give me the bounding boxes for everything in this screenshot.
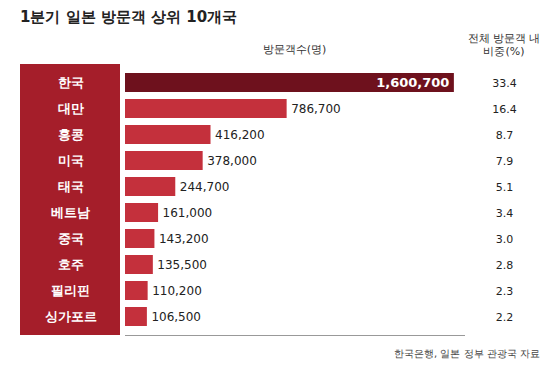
svg-text:베트남: 베트남 <box>51 205 90 220</box>
svg-text:1,600,700: 1,600,700 <box>376 75 449 90</box>
svg-text:135,500: 135,500 <box>157 258 207 272</box>
svg-text:244,700: 244,700 <box>180 180 230 194</box>
svg-text:2.3: 2.3 <box>496 285 514 298</box>
svg-text:8.7: 8.7 <box>496 129 514 142</box>
svg-text:161,000: 161,000 <box>163 206 213 220</box>
svg-text:호주: 호주 <box>58 257 84 272</box>
svg-text:33.4: 33.4 <box>492 77 517 90</box>
html-text:1분기 일본 방문객 상위 10개국: 1분기 일본 방문객 상위 10개국 <box>20 8 238 26</box>
svg-text:3.4: 3.4 <box>496 207 514 220</box>
svg-text:홍콩: 홍콩 <box>58 127 84 142</box>
svg-text:7.9: 7.9 <box>496 155 514 168</box>
svg-text:110,200: 110,200 <box>152 284 202 298</box>
svg-text:한국: 한국 <box>58 75 84 90</box>
svg-text:16.4: 16.4 <box>492 103 517 116</box>
svg-text:416,200: 416,200 <box>215 128 265 142</box>
svg-text:5.1: 5.1 <box>496 181 514 194</box>
html-text:전체 방문객 내 비중(%): 전체 방문객 내 비중(%) <box>467 32 541 58</box>
svg-text:태국: 태국 <box>58 179 84 194</box>
svg-text:중국: 중국 <box>58 231 84 246</box>
svg-text:378,000: 378,000 <box>207 154 257 168</box>
svg-text:106,500: 106,500 <box>151 310 201 324</box>
svg-text:143,200: 143,200 <box>159 232 209 246</box>
svg-text:2.2: 2.2 <box>496 311 514 324</box>
svg-text:2.8: 2.8 <box>496 259 514 272</box>
svg-text:대만: 대만 <box>58 101 84 116</box>
svg-text:미국: 미국 <box>58 153 84 168</box>
svg-text:싱가포르: 싱가포르 <box>45 309 97 324</box>
svg-text:필리핀: 필리핀 <box>51 283 90 298</box>
svg-text:3.0: 3.0 <box>496 233 514 246</box>
svg-text:786,700: 786,700 <box>291 102 341 116</box>
html-text:한국은행, 일본 정부 관광국 자료: 한국은행, 일본 정부 관광국 자료 <box>394 348 540 359</box>
html-text:방문객수(명): 방문객수(명) <box>262 43 327 56</box>
